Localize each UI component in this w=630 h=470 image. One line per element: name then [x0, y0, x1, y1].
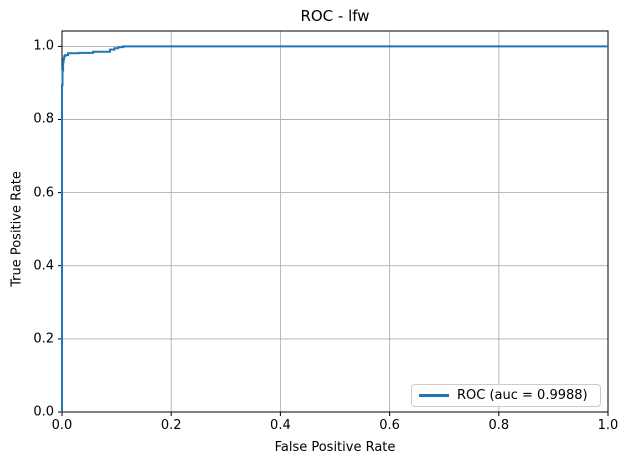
- legend-label: ROC (auc = 0.9988): [457, 388, 588, 403]
- legend-line-sample: [419, 394, 449, 397]
- y-tick-label: 1.0: [33, 38, 54, 54]
- y-tick-label: 0.0: [33, 404, 54, 420]
- y-tick-label: 0.8: [33, 111, 54, 127]
- x-tick-label: 0.2: [160, 418, 182, 433]
- x-axis-label: False Positive Rate: [274, 440, 396, 455]
- y-tick-label: 0.2: [33, 331, 54, 347]
- x-tick-label: 0.8: [488, 418, 510, 433]
- legend: ROC (auc = 0.9988): [411, 384, 601, 407]
- x-tick-label: 0.6: [379, 418, 400, 433]
- axes-spines: [61, 30, 609, 413]
- y-tick-label: 0.4: [33, 258, 54, 274]
- y-tick-label: 0.6: [33, 185, 54, 201]
- chart-title: ROC - lfw: [300, 7, 370, 25]
- x-tick-label: 0.4: [270, 418, 291, 433]
- roc-curve: [61, 45, 608, 412]
- y-axis-label: True Positive Rate: [9, 171, 25, 287]
- x-tick-label: 1.0: [597, 418, 619, 433]
- x-tick-label: 0.0: [51, 418, 73, 433]
